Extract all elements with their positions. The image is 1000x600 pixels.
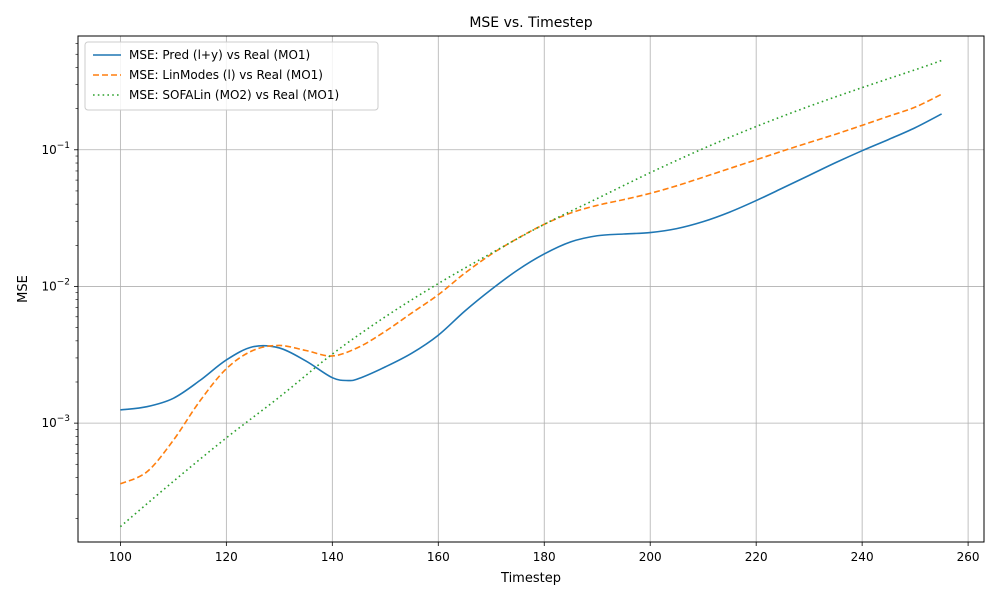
y-tick-label: 10−3 <box>41 414 70 430</box>
chart-title: MSE vs. Timestep <box>469 15 592 31</box>
x-tick-label: 200 <box>639 550 662 564</box>
series-line-2 <box>120 93 942 485</box>
legend-box <box>84 41 379 111</box>
x-axis-label: Timestep <box>500 571 561 586</box>
plot-frame <box>77 35 985 543</box>
legend-label-3: MSE: SOFALin (MO2) vs Real (MO1) <box>129 88 339 102</box>
legend: MSE: Pred (l+y) vs Real (MO1) MSE: LinMod… <box>84 41 379 111</box>
legend-label-2: MSE: LinModes (l) vs Real (MO1) <box>129 68 323 82</box>
y-axis-label: MSE <box>16 275 31 303</box>
plot-lines <box>119 59 942 528</box>
legend-label-1: MSE: Pred (l+y) vs Real (MO1) <box>129 48 310 62</box>
x-tick-label: 240 <box>851 550 874 564</box>
x-tick-label: 140 <box>321 550 344 564</box>
y-tick-label: 10−1 <box>41 141 70 157</box>
x-tick-label: 180 <box>533 550 556 564</box>
x-tick-label: 100 <box>109 550 132 564</box>
x-tick-label: 260 <box>957 550 980 564</box>
x-tick-label: 160 <box>427 550 450 564</box>
axis-ticks: 100 120 140 160 180 200 220 240 260 10−3 10−2 10−1 <box>41 43 980 564</box>
x-tick-label: 120 <box>215 550 238 564</box>
y-tick-label: 10−2 <box>41 277 70 293</box>
x-tick-label: 220 <box>745 550 768 564</box>
series-line-1 <box>120 113 942 411</box>
grid <box>78 36 984 542</box>
